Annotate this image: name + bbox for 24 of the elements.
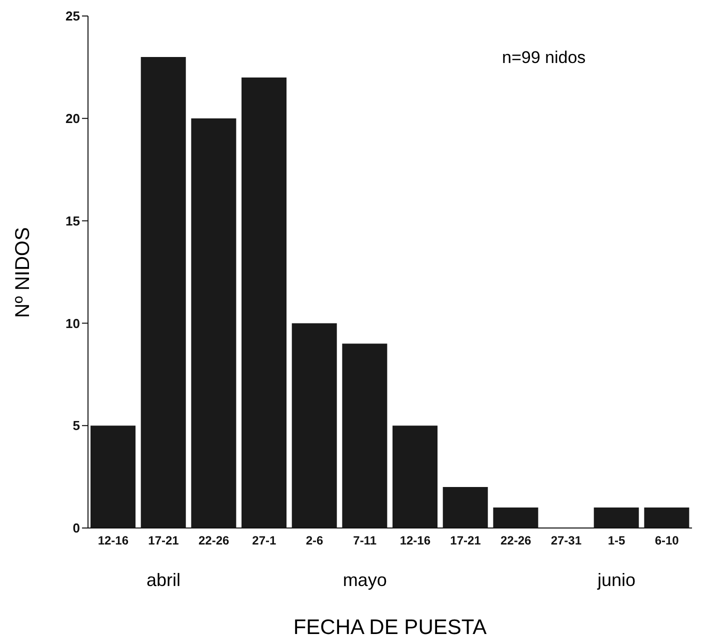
x-axis-title: FECHA DE PUESTA xyxy=(292,616,488,640)
text: mayo xyxy=(342,570,388,591)
x-tick-label: 22-26 xyxy=(198,534,230,548)
annotation: n=99 nidos xyxy=(502,48,586,68)
x-tick-label: 6-10 xyxy=(654,534,680,548)
y-tick-label: 5 xyxy=(72,418,80,434)
text: junio xyxy=(596,570,637,591)
x-tick-label: 22-26 xyxy=(500,534,532,548)
x-tick-label: 27-1 xyxy=(252,534,276,548)
x-tick-label: 12-16 xyxy=(400,534,431,548)
x-tick-label: 17-21 xyxy=(450,534,482,548)
x-tick-label: 2-6 xyxy=(306,534,324,548)
x-tick-label: 27-31 xyxy=(550,534,582,548)
x-tick-label: 17-21 xyxy=(148,534,180,548)
y-tick-label: 10 xyxy=(66,316,80,331)
x-tick-label: 12-16 xyxy=(98,534,129,548)
y-tick-label: 0 xyxy=(72,520,80,536)
x-tick-label: 1-5 xyxy=(608,534,626,548)
text: abril xyxy=(145,570,182,591)
y-tick-label: 25 xyxy=(66,8,80,24)
y-tick-label: 15 xyxy=(66,213,80,228)
y-tick-label: 20 xyxy=(66,111,80,126)
y-axis-title: Nº NIDOS xyxy=(12,226,34,318)
x-tick-label: 7-11 xyxy=(353,534,377,548)
